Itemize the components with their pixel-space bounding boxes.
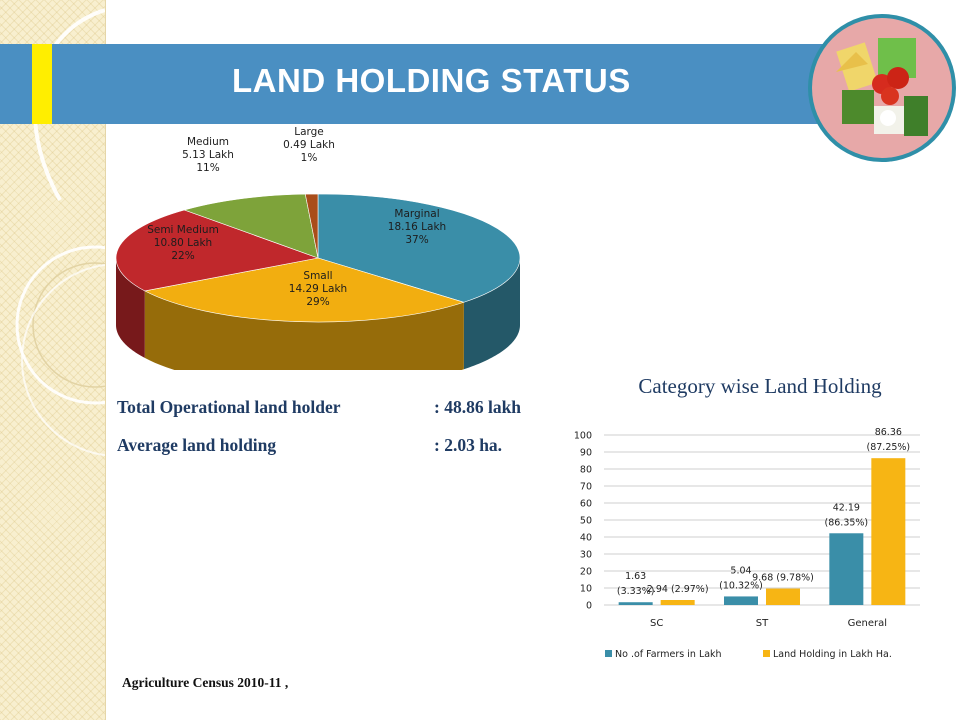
stat-value: : 48.86 lakh (434, 397, 522, 417)
pie-slice-large (304, 193, 319, 259)
y-tick-label: 40 (580, 533, 592, 544)
bar-general-farmers (829, 533, 864, 605)
stat-label: Total Operational land holder (117, 397, 341, 417)
bar-data-label: 86.36 (875, 427, 902, 438)
y-tick-label: 50 (580, 516, 592, 527)
pie-label-large: 0.49 Lakh (283, 139, 335, 151)
bar-data-label: 1.63 (625, 571, 646, 582)
pie-label-small: 29% (306, 296, 329, 308)
pie-label-semi-medium: 10.80 Lakh (154, 237, 212, 249)
title-bar (0, 44, 900, 124)
bar-data-label: 5.04 (730, 565, 751, 576)
y-tick-label: 0 (586, 601, 592, 612)
bar-general-holding (871, 458, 906, 605)
pie-slices (115, 193, 521, 323)
bar-st-farmers (724, 596, 758, 605)
bar-data-label: (87.25%) (867, 442, 911, 453)
pie-label-small: 14.29 Lakh (289, 283, 347, 295)
pie-slice-semi-medium (115, 209, 320, 292)
y-tick-label: 100 (574, 431, 592, 442)
y-tick-label: 80 (580, 465, 592, 476)
slide-title: LAND HOLDING STATUS (232, 62, 631, 99)
y-tick-label: 90 (580, 448, 592, 459)
pie-label-medium: 5.13 Lakh (182, 149, 234, 161)
y-tick-label: 70 (580, 482, 592, 493)
pie-slice-small (143, 257, 465, 323)
stat-label: Average land holding (117, 435, 277, 455)
category-bar-chart: 0 10 20 30 40 50 60 70 80 90 100 1.63 (3.33%)2.94 (2… (574, 427, 920, 660)
y-tick-label: 20 (580, 567, 592, 578)
x-tick-label: ST (756, 618, 769, 629)
pie-label-semi-medium: Semi Medium (147, 224, 219, 236)
bar-chart-title: Category wise Land Holding (638, 374, 882, 398)
bar-data-label: (86.35%) (825, 517, 869, 528)
y-tick-label: 30 (580, 550, 592, 561)
agriculture-collage-icon (808, 14, 956, 162)
pie-label-marginal: 18.16 Lakh (388, 221, 446, 233)
x-tick-label: SC (650, 618, 663, 629)
pie-label-large: Large (294, 126, 324, 138)
stat-value: : 2.03 ha. (434, 435, 503, 455)
legend-swatch (763, 650, 770, 657)
pie-label-medium: Medium (187, 136, 229, 148)
x-tick-label: General (848, 618, 887, 629)
pie-wall-small (144, 290, 464, 370)
y-tick-label: 60 (580, 499, 592, 510)
bar-data-label: 9.68 (9.78%) (752, 573, 814, 584)
bar-data-label: 42.19 (833, 502, 860, 513)
legend-swatch (605, 650, 612, 657)
source-note: Agriculture Census 2010-11 , (122, 675, 289, 690)
bar-gridlines: 0 10 20 30 40 50 60 70 80 90 100 (574, 431, 920, 612)
bar-sc-holding (660, 600, 695, 605)
bar-data-label: (3.33%) (617, 586, 655, 597)
pie-label-large: 1% (301, 152, 318, 164)
bar-legend: No .of Farmers in Lakh Land Holding in La… (605, 649, 892, 660)
bars (618, 458, 906, 605)
pie-label-small: Small (303, 270, 332, 282)
pie-slice-marginal (317, 193, 521, 303)
legend-label: No .of Farmers in Lakh (615, 649, 722, 660)
legend-label: Land Holding in Lakh Ha. (773, 649, 892, 660)
bar-data-label: 2.94 (2.97%) (647, 584, 709, 595)
pie-wall-marginal (463, 258, 520, 370)
bar-data-labels: 1.63 (3.33%)2.94 (2.97%) 5.04 (10.32%)9.68 … (617, 427, 910, 597)
title-accent-stripe (32, 44, 52, 124)
pie-label-marginal: Marginal (394, 208, 439, 220)
pie-wall-semi-medium (116, 258, 145, 358)
pie-label-medium: 11% (196, 162, 219, 174)
bar-data-label: (10.32%) (719, 580, 763, 591)
pie-label-marginal: 37% (405, 234, 428, 246)
pie-side-walls (116, 258, 520, 370)
bar-sc-farmers (618, 602, 653, 605)
y-tick-label: 10 (580, 584, 592, 595)
bar-st-holding (766, 588, 800, 605)
pie-label-semi-medium: 22% (171, 250, 194, 262)
pie-slice-medium (183, 193, 319, 259)
